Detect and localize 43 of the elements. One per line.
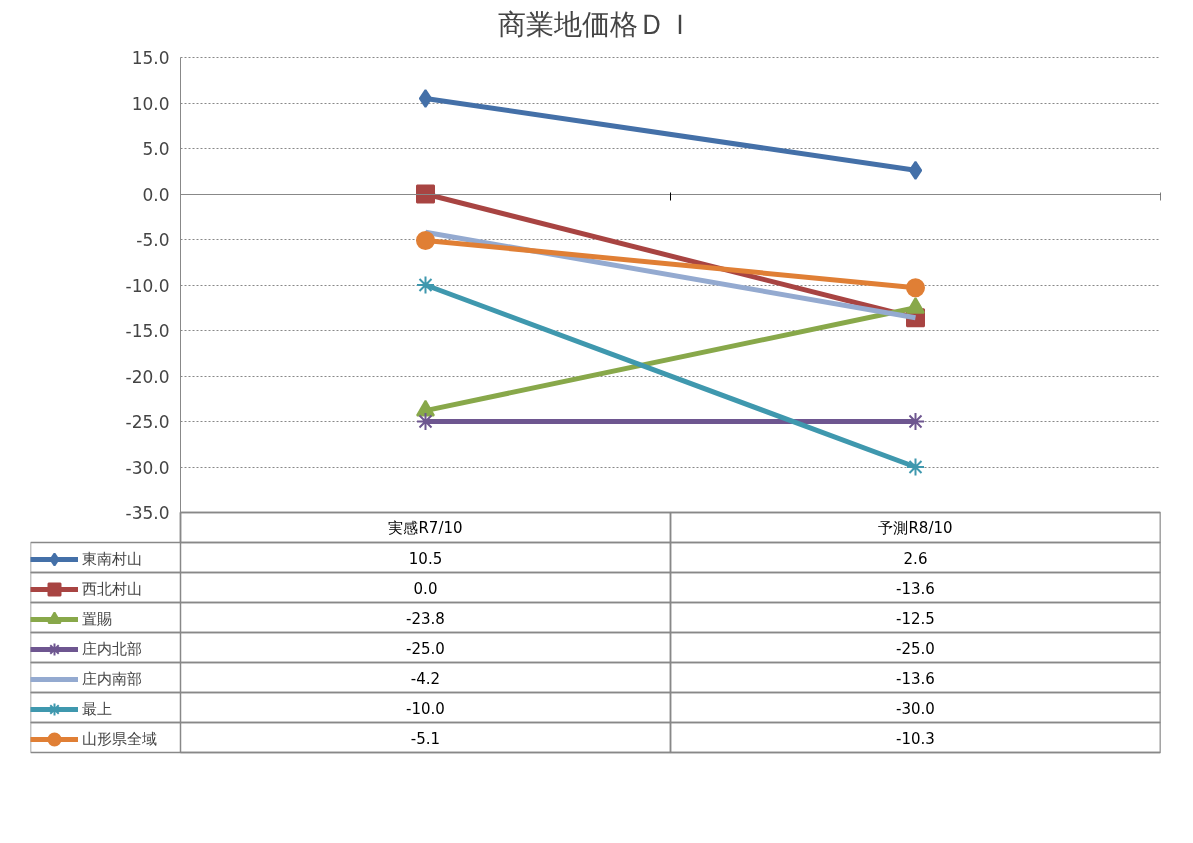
data-label: -10.3 xyxy=(896,729,935,748)
point xyxy=(416,275,435,295)
legend-label: 庄内南部 xyxy=(82,668,142,690)
data-label: -5.1 xyxy=(410,729,441,748)
point xyxy=(906,278,925,298)
y-tick-label: -20.0 xyxy=(125,366,170,387)
data-label: -10.0 xyxy=(406,699,445,718)
point xyxy=(416,230,435,250)
y-tick-label: -5.0 xyxy=(136,230,170,250)
y-tick-label: 5.0 xyxy=(142,139,170,159)
point xyxy=(416,184,435,204)
legend-label: 最上 xyxy=(82,698,112,720)
point xyxy=(908,160,923,180)
y-tick-label: -15.0 xyxy=(125,321,170,341)
y-tick-label: -25.0 xyxy=(125,412,170,432)
legend-label: 山形県全域 xyxy=(82,728,157,750)
legend-label: 庄内北部 xyxy=(82,638,142,660)
y-tick-label: 10.0 xyxy=(131,93,170,114)
y-tick-label: -35.0 xyxy=(125,503,170,523)
data-label: -23.8 xyxy=(406,609,445,628)
data-label: -25.0 xyxy=(406,639,445,658)
point xyxy=(906,412,925,431)
data-label: 0.0 xyxy=(413,579,438,598)
data-label: 2.6 xyxy=(903,549,928,568)
data-label: -30.0 xyxy=(896,699,935,718)
y-tick-label: 0.0 xyxy=(142,184,170,205)
point xyxy=(418,88,433,108)
legend-label: 西北村山 xyxy=(82,578,142,600)
chart-title: 商業地価格ＤＩ xyxy=(497,7,694,41)
data-label: 10.5 xyxy=(408,549,443,568)
y-tick-label: -30.0 xyxy=(125,457,170,478)
legend-label: 東南村山 xyxy=(82,548,142,570)
data-label: -13.6 xyxy=(896,669,935,688)
data-label: -25.0 xyxy=(896,639,935,658)
x-tick-label: 実感R7/10 xyxy=(388,518,463,537)
data-label: -12.5 xyxy=(896,609,935,628)
y-tick-label: -10.0 xyxy=(125,275,170,296)
x-tick-label: 予測R8/10 xyxy=(878,518,953,537)
data-label: -4.2 xyxy=(410,669,441,688)
legend-label: 置賜 xyxy=(82,608,112,630)
y-tick-label: 15.0 xyxy=(131,48,170,68)
data-label: -13.6 xyxy=(896,579,935,598)
point xyxy=(906,457,925,477)
